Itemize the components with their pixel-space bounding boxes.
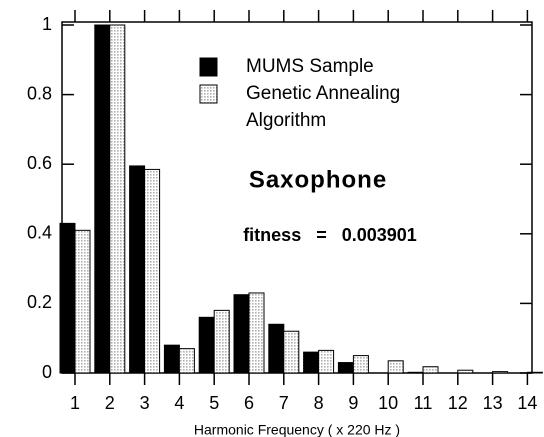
x-tick-label: 9 bbox=[348, 393, 358, 413]
x-tick-label: 12 bbox=[448, 393, 468, 413]
bar bbox=[74, 229, 91, 374]
x-tick-label: 4 bbox=[174, 393, 184, 413]
legend-label: Genetic Annealing Algorithm bbox=[246, 83, 401, 131]
bar bbox=[94, 24, 111, 374]
x-tick-label: 14 bbox=[517, 393, 537, 413]
legend-label: MUMS Sample bbox=[246, 56, 374, 77]
x-tick-label: 7 bbox=[279, 393, 289, 413]
bar bbox=[492, 371, 509, 374]
bar bbox=[422, 366, 439, 374]
x-tick-label: 1 bbox=[70, 393, 80, 413]
y-tick-label: 0.6 bbox=[27, 153, 52, 173]
bar bbox=[129, 165, 146, 374]
bar bbox=[526, 371, 543, 374]
x-tick-label: 10 bbox=[378, 393, 398, 413]
x-tick-label: 13 bbox=[483, 393, 503, 413]
x-tick-label: 6 bbox=[244, 393, 254, 413]
y-tick-label: 1 bbox=[42, 14, 52, 34]
bar bbox=[248, 292, 265, 374]
legend-swatch bbox=[199, 84, 218, 104]
bar bbox=[457, 369, 474, 374]
bar bbox=[283, 330, 300, 374]
y-tick-label: 0.4 bbox=[27, 223, 52, 243]
bar bbox=[303, 351, 320, 374]
x-tick-label: 2 bbox=[105, 393, 115, 413]
x-tick-label: 11 bbox=[414, 393, 433, 413]
bar bbox=[213, 309, 230, 374]
bar bbox=[59, 222, 76, 374]
x-tick-label: 8 bbox=[314, 393, 324, 413]
annotation: Saxophone bbox=[249, 166, 387, 193]
bar bbox=[233, 294, 250, 374]
x-tick-label: 5 bbox=[209, 393, 219, 413]
bar bbox=[318, 349, 335, 374]
y-tick-label: 0 bbox=[42, 362, 52, 382]
x-tick-label: 3 bbox=[140, 393, 150, 413]
bar bbox=[337, 362, 354, 374]
y-tick-label: 0.2 bbox=[27, 292, 52, 312]
legend-swatch bbox=[199, 57, 218, 77]
bar bbox=[352, 355, 369, 374]
bar bbox=[163, 344, 180, 374]
bar bbox=[387, 360, 404, 374]
bar bbox=[178, 348, 195, 374]
bar bbox=[407, 371, 424, 374]
x-axis-label: Harmonic Frequency ( x 220 Hz ) bbox=[194, 422, 400, 437]
bar bbox=[109, 24, 126, 374]
y-tick-label: 0.8 bbox=[27, 83, 52, 103]
bar bbox=[144, 168, 161, 374]
bar bbox=[268, 323, 285, 374]
annotation: fitness = 0.003901 bbox=[243, 225, 417, 245]
bar bbox=[198, 316, 215, 374]
